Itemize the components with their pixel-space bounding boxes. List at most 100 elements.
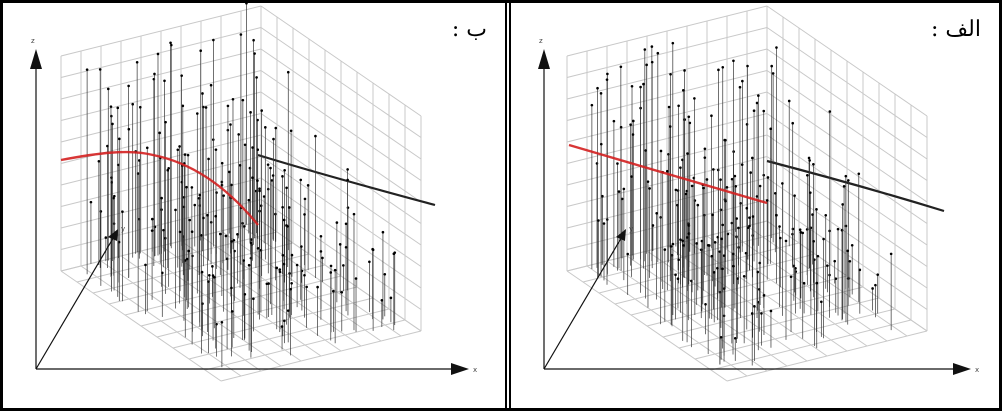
stem-point [645,63,648,67]
stem-point [704,302,707,306]
stem-point [748,224,751,228]
stem-point [249,241,253,245]
grid-line [92,242,294,294]
stem-point [153,72,156,76]
stem-point [214,148,218,151]
stem-point [630,175,633,178]
stem-point [807,156,811,160]
stem-point [278,270,282,274]
stem-point [650,45,654,48]
stem-point [745,206,749,210]
stem-point [286,70,290,74]
stem-point [871,287,874,290]
stem-point [181,104,185,108]
stem-point [719,178,722,181]
stem-point [368,260,371,264]
stem-point [289,129,293,133]
stem-point [121,210,124,213]
stem-point [719,335,723,339]
stem-point [231,97,235,101]
stem-point [826,264,829,267]
stem-point [631,133,635,136]
stem-point [751,215,755,218]
stem-point [186,153,190,157]
stem-point [679,166,682,169]
stem-point [734,184,738,188]
stem-point [208,273,211,277]
stem-point [630,84,634,88]
black-curve [766,159,945,213]
stem-point [711,213,714,217]
stem-point [725,185,729,189]
stem-point [721,223,725,227]
stem-point [314,134,317,138]
grid-line [566,48,768,100]
divider-left [505,3,507,408]
grid-line [204,319,406,371]
stem-point [116,163,120,167]
stem-point [106,144,109,148]
stem-point [822,237,825,241]
stem-point [746,64,749,68]
stem-point [669,245,673,248]
stem-point [692,176,696,180]
stem-point [738,85,742,89]
stem-point [229,123,232,126]
black-curve [257,153,436,207]
stem-point [278,268,282,271]
stem-point [303,273,306,277]
stem-point [187,249,190,253]
stem-point [601,194,604,198]
stem-point [319,250,323,253]
panel-label-b: ب : [451,17,487,42]
stem-point [622,187,626,191]
stem-point [733,174,737,178]
stem-point [127,84,130,88]
panel-label-a: الف : [931,17,981,42]
stem-point [230,240,233,243]
stem-point [646,180,650,183]
grid-line [60,91,262,143]
stem-point [270,179,274,182]
stem-point [188,218,192,222]
stem-point [655,211,658,215]
stem-point [847,179,850,182]
stem-point [162,228,165,232]
grid-line [260,156,422,267]
stem-point [249,111,252,114]
stem-point [258,187,261,190]
stem-point [333,268,337,272]
stem-point [174,208,177,212]
stem-point [750,312,754,315]
stem-point [721,267,724,271]
stem-point [690,184,694,188]
stem-point [252,297,255,301]
stem-point [243,143,247,147]
x-axis-arrow [451,363,469,375]
stem-point [281,254,285,257]
stem-point [167,166,170,170]
stem-point [686,152,689,155]
stem-point [612,119,616,123]
stem-point [693,97,696,100]
stem-point [255,76,258,79]
stem-point [200,270,204,274]
stem-point [237,133,240,136]
stem-point [329,271,333,274]
stem-point [616,162,619,165]
stem-point [150,217,154,221]
stem-point [371,247,374,251]
stem-point [321,256,324,260]
stem-point [206,213,209,217]
z-axis-label: z [539,37,543,45]
x-axis-label: x [975,366,979,374]
grid-line [260,134,422,246]
stem-point [756,270,760,274]
stem-point [389,296,393,300]
stem-point [755,195,759,198]
stem-point [681,239,685,243]
stem-point [178,145,181,148]
stem-point [824,213,828,217]
grid-line [694,308,896,360]
stem-point [719,208,723,212]
